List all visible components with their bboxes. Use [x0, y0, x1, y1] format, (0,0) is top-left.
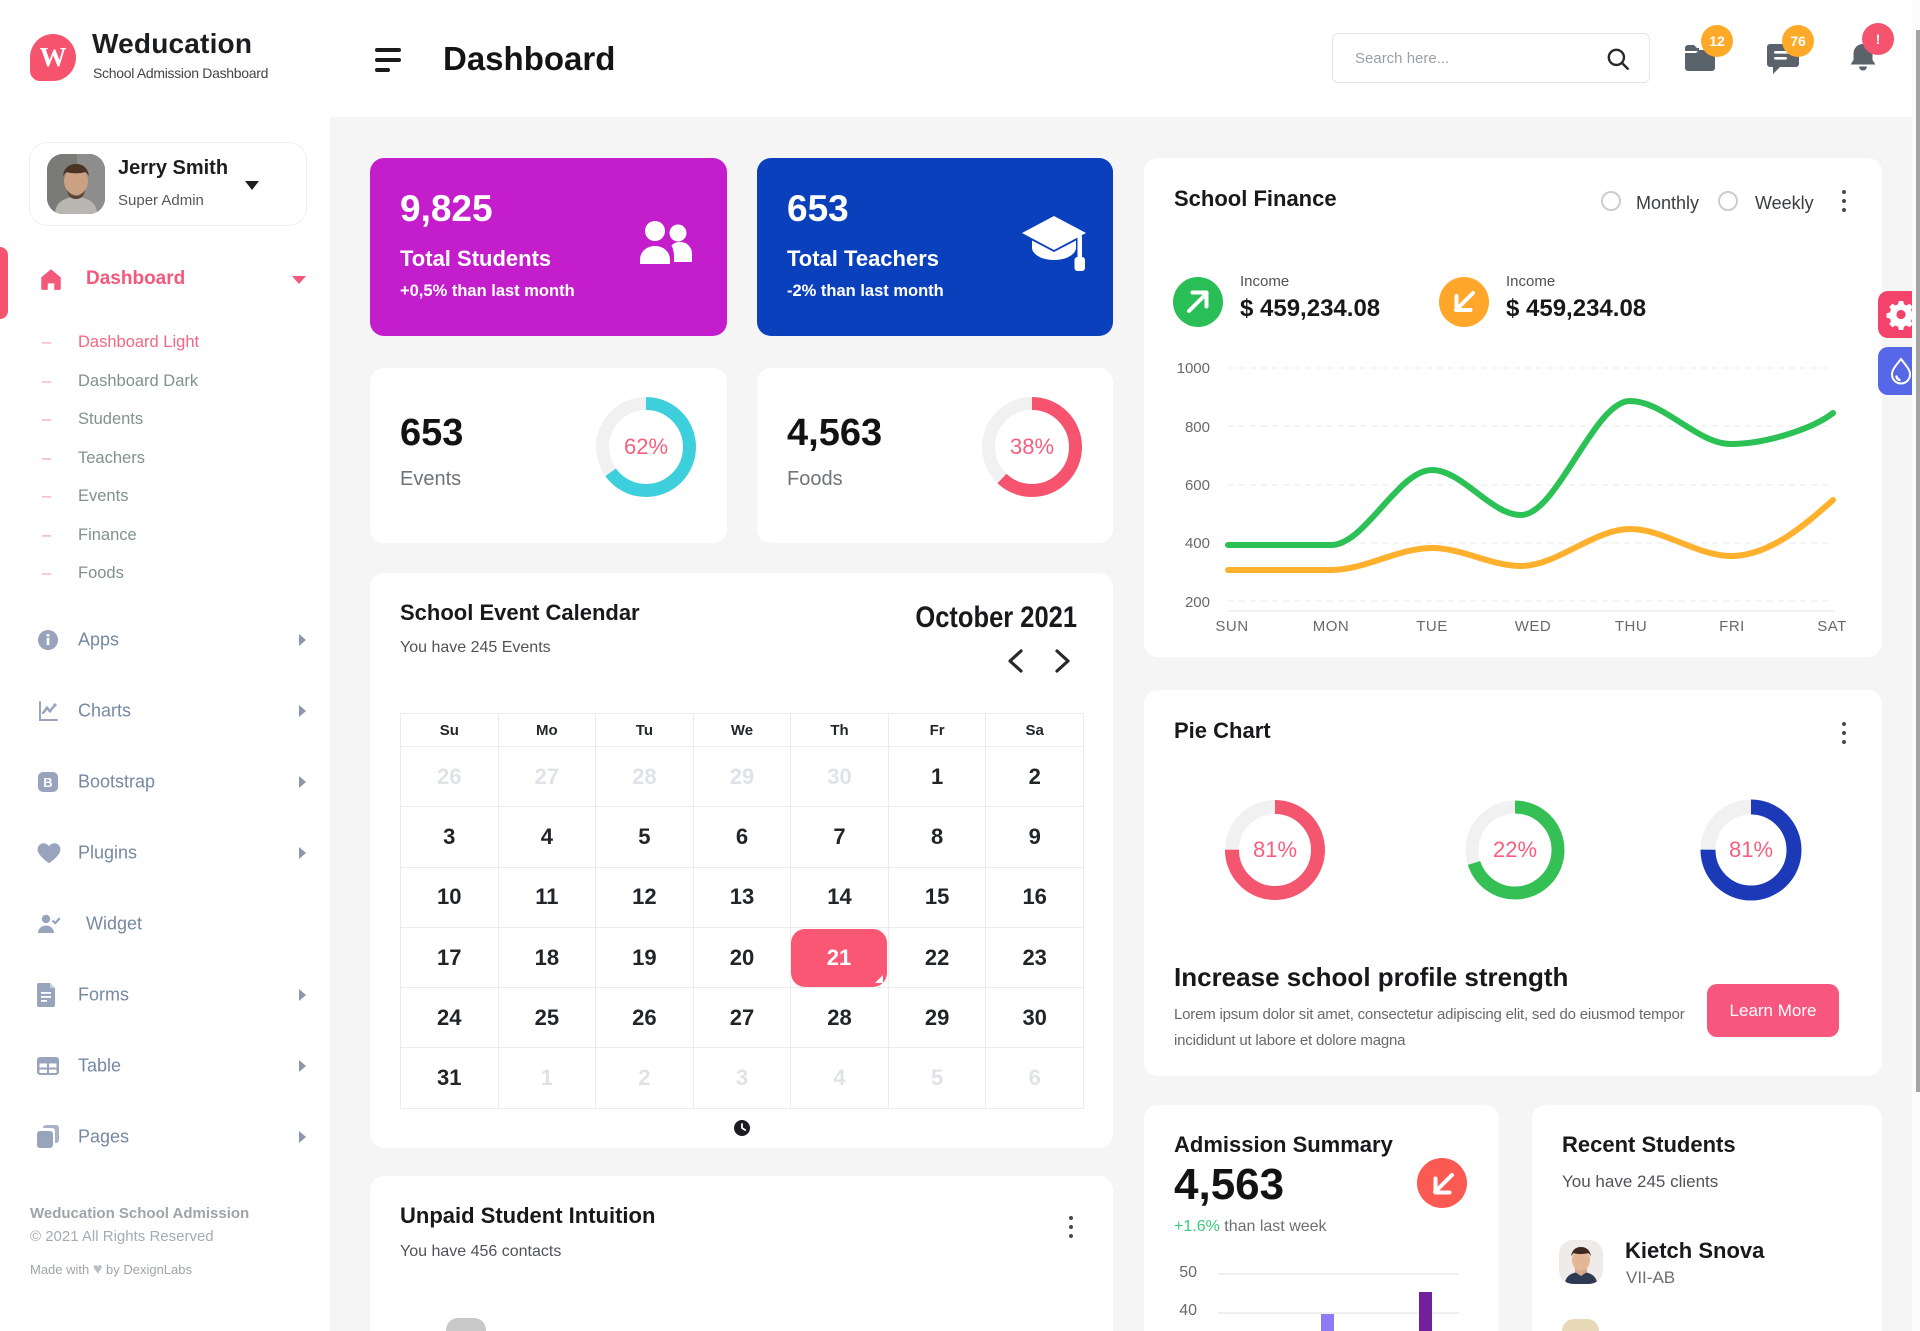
svg-text:B: B — [43, 775, 52, 790]
